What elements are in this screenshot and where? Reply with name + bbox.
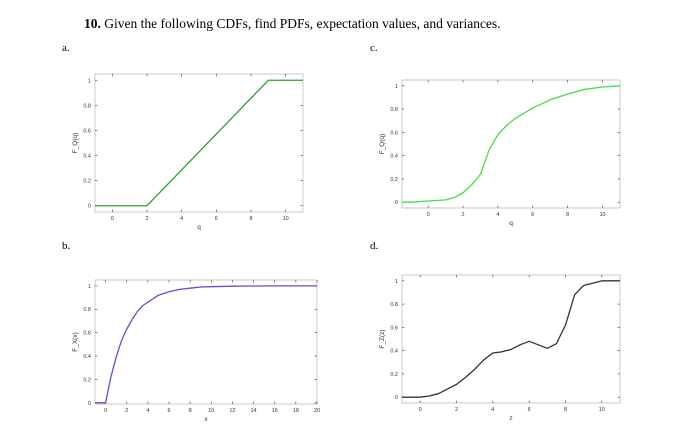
x-tick-label-c: 10: [599, 212, 605, 218]
x-tick-label-a: 2: [145, 216, 148, 222]
x-tick-label-b: 20: [314, 408, 320, 414]
problem-statement: 10. Given the following CDFs, find PDFs,…: [84, 16, 501, 32]
x-tick-label-c: 6: [531, 212, 534, 218]
x-axis-label-d: z: [509, 415, 512, 422]
y-axis-label-c: F_Q(q): [379, 134, 386, 155]
plot-frame-d: [401, 274, 621, 404]
y-tick-label-a: 1: [88, 78, 91, 84]
plot-frame-a: [94, 73, 304, 213]
x-tick-label-d: 6: [528, 407, 531, 413]
part-label-a: a.: [62, 42, 70, 54]
cdf-curve-d: [402, 280, 620, 398]
problem-number: 10.: [84, 16, 101, 31]
y-tick-label-b: 0.6: [83, 331, 91, 337]
part-label-c: c.: [370, 42, 378, 54]
y-tick-label-c: 0.4: [390, 154, 398, 160]
y-tick-label-c: 1: [395, 84, 398, 90]
cdf-curve-b: [95, 285, 317, 404]
x-tick-label-b: 10: [208, 408, 214, 414]
x-tick-label-d: 10: [599, 407, 605, 413]
y-tick-label-b: 0.2: [83, 377, 91, 383]
y-tick-label-b: 0.8: [83, 307, 91, 313]
y-tick-label-d: 0.2: [390, 372, 398, 378]
x-tick-label-a: 4: [180, 216, 183, 222]
x-tick-label-c: 0: [427, 212, 430, 218]
x-tick-label-b: 2: [125, 408, 128, 414]
plot-frame-c: [401, 79, 621, 209]
x-tick-label-a: 8: [249, 216, 252, 222]
x-tick-label-c: 8: [566, 212, 569, 218]
x-tick-label-d: 8: [564, 407, 567, 413]
x-axis-label-c: q: [509, 220, 513, 227]
y-tick-label-a: 0.6: [83, 128, 91, 134]
part-label-d: d.: [370, 240, 379, 252]
x-tick-label-b: 12: [229, 408, 235, 414]
x-tick-label-b: 4: [146, 408, 149, 414]
x-tick-label-a: 6: [215, 216, 218, 222]
x-tick-label-c: 2: [462, 212, 465, 218]
plot-frame-b: [94, 279, 318, 405]
y-tick-label-c: 0.6: [390, 130, 398, 136]
x-axis-label-a: q: [197, 224, 201, 231]
y-tick-label-d: 0.8: [390, 302, 398, 308]
y-tick-label-d: 0.6: [390, 325, 398, 331]
x-tick-label-b: 14: [251, 408, 257, 414]
y-tick-label-d: 0.4: [390, 349, 398, 355]
x-tick-label-d: 0: [419, 407, 422, 413]
x-tick-label-a: 10: [283, 216, 289, 222]
y-tick-label-b: 0.4: [83, 354, 91, 360]
cdf-curve-a: [95, 79, 303, 207]
part-label-b: b.: [62, 240, 71, 252]
x-tick-label-b: 6: [167, 408, 170, 414]
cdf-curve-c: [402, 85, 621, 203]
y-tick-label-c: 0.2: [390, 177, 398, 183]
problem-text: Given the following CDFs, find PDFs, exp…: [104, 16, 501, 31]
y-tick-label-a: 0.4: [83, 154, 91, 160]
y-tick-label-b: 1: [88, 284, 91, 290]
x-tick-label-b: 0: [104, 408, 107, 414]
x-tick-label-b: 8: [189, 408, 192, 414]
y-tick-label-c: 0: [395, 200, 398, 206]
y-tick-label-b: 0: [88, 401, 91, 407]
y-tick-label-d: 1: [395, 279, 398, 285]
y-axis-label-d: F_Z(z): [379, 329, 386, 348]
y-axis-label-a: F_Q(q): [72, 133, 79, 154]
y-tick-label-c: 0.8: [390, 107, 398, 113]
y-tick-label-a: 0.8: [83, 103, 91, 109]
x-tick-label-d: 4: [491, 407, 494, 413]
x-tick-label-c: 4: [496, 212, 499, 218]
x-tick-label-b: 16: [272, 408, 278, 414]
y-tick-label-a: 0: [88, 204, 91, 210]
x-axis-label-b: x: [204, 416, 208, 423]
y-tick-label-a: 0.2: [83, 179, 91, 185]
x-tick-label-a: 0: [111, 216, 114, 222]
x-tick-label-b: 18: [293, 408, 299, 414]
x-tick-label-d: 2: [455, 407, 458, 413]
y-tick-label-d: 0: [395, 395, 398, 401]
y-axis-label-b: F_X(x): [72, 332, 79, 352]
